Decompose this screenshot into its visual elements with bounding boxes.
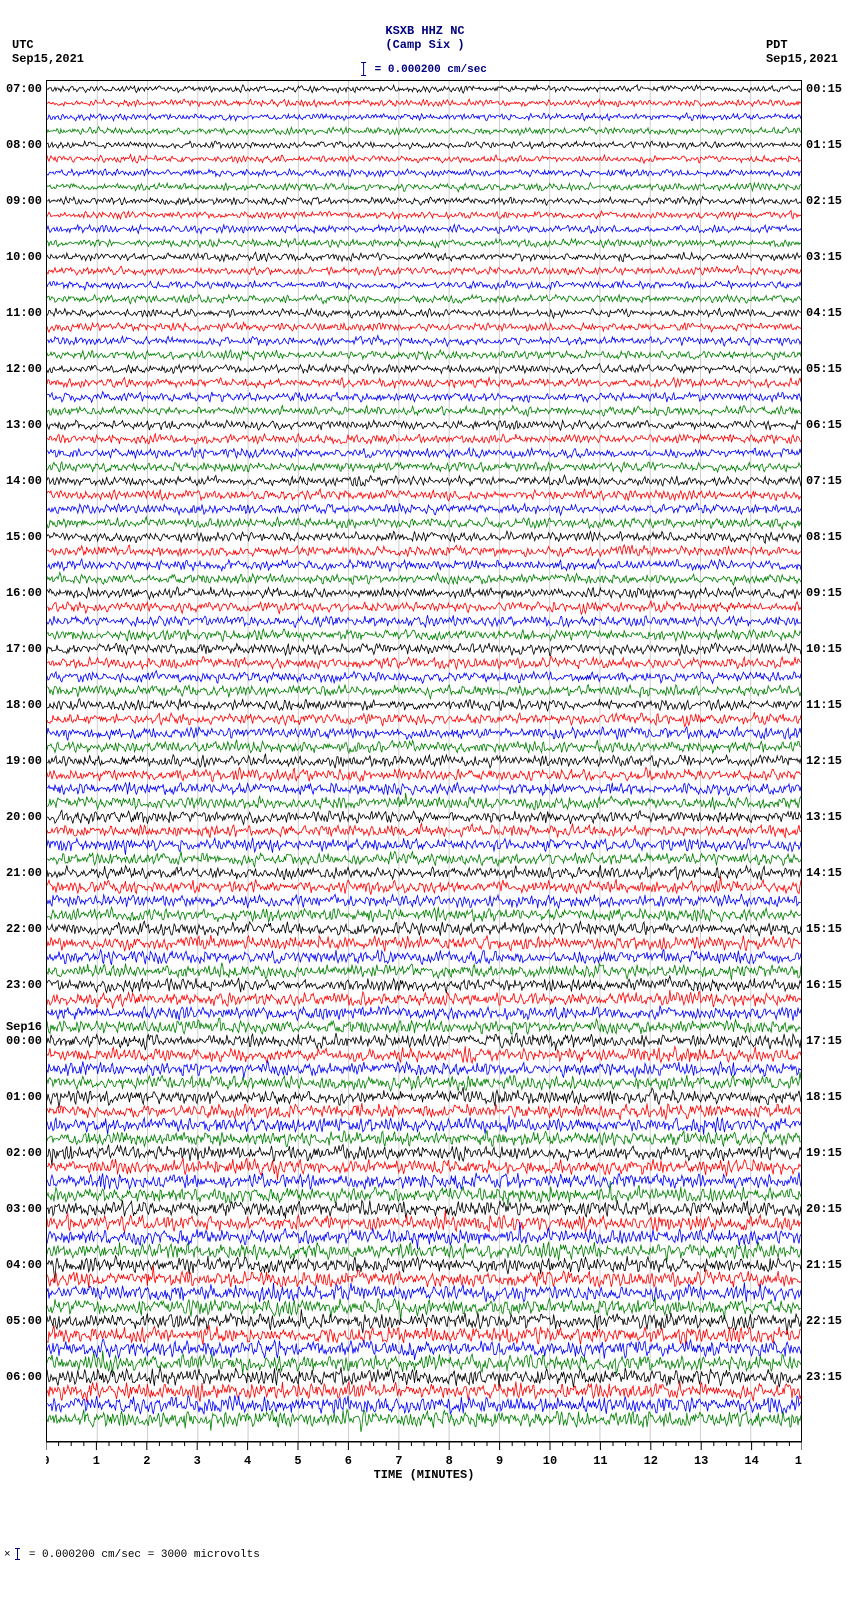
left-time-label: 13:00 bbox=[6, 418, 42, 432]
left-time-label: 21:00 bbox=[6, 866, 42, 880]
footer-scale: × = 0.000200 cm/sec = 3000 microvolts bbox=[4, 1548, 850, 1561]
left-time-label: 09:00 bbox=[6, 194, 42, 208]
left-time-label: 19:00 bbox=[6, 754, 42, 768]
station-code: KSXB HHZ NC bbox=[385, 24, 464, 38]
right-time-label: 17:15 bbox=[806, 1034, 842, 1048]
seismogram-svg bbox=[47, 81, 801, 1441]
left-time-label: 00:00 bbox=[6, 1034, 42, 1048]
footer-text: = 0.000200 cm/sec = 3000 microvolts bbox=[22, 1549, 260, 1561]
svg-text:10: 10 bbox=[543, 1454, 557, 1468]
right-time-label: 05:15 bbox=[806, 362, 842, 376]
seismogram-container: UTC Sep15,2021 KSXB HHZ NC (Camp Six ) P… bbox=[0, 0, 850, 1561]
right-time-label: 16:15 bbox=[806, 978, 842, 992]
svg-text:11: 11 bbox=[593, 1454, 607, 1468]
utc-block: UTC Sep15,2021 bbox=[12, 38, 84, 66]
title-block: KSXB HHZ NC (Camp Six ) bbox=[385, 24, 464, 52]
svg-text:3: 3 bbox=[194, 1454, 201, 1468]
right-time-label: 22:15 bbox=[806, 1314, 842, 1328]
svg-text:2: 2 bbox=[143, 1454, 150, 1468]
right-time-label: 08:15 bbox=[806, 530, 842, 544]
svg-text:14: 14 bbox=[744, 1454, 758, 1468]
seismogram-plot bbox=[46, 80, 802, 1442]
right-time-label: 14:15 bbox=[806, 866, 842, 880]
left-date-marker: Sep16 bbox=[6, 1020, 42, 1034]
x-axis: 0123456789101112131415 TIME (MINUTES) bbox=[46, 1442, 802, 1488]
left-time-label: 20:00 bbox=[6, 810, 42, 824]
right-time-label: 15:15 bbox=[806, 922, 842, 936]
svg-text:6: 6 bbox=[345, 1454, 352, 1468]
left-time-label: 16:00 bbox=[6, 586, 42, 600]
svg-text:5: 5 bbox=[294, 1454, 301, 1468]
right-time-label: 18:15 bbox=[806, 1090, 842, 1104]
svg-text:13: 13 bbox=[694, 1454, 708, 1468]
left-time-label: 18:00 bbox=[6, 698, 42, 712]
left-time-label: 04:00 bbox=[6, 1258, 42, 1272]
left-time-label: 08:00 bbox=[6, 138, 42, 152]
left-time-label: 10:00 bbox=[6, 250, 42, 264]
left-time-label: 01:00 bbox=[6, 1090, 42, 1104]
scale-text: = 0.000200 cm/sec bbox=[368, 64, 487, 76]
utc-date: Sep15,2021 bbox=[12, 52, 84, 66]
right-time-label: 19:15 bbox=[806, 1146, 842, 1160]
svg-text:12: 12 bbox=[644, 1454, 658, 1468]
footer-prefix: × bbox=[4, 1549, 11, 1561]
right-time-label: 12:15 bbox=[806, 754, 842, 768]
scale-indicator: = 0.000200 cm/sec bbox=[363, 62, 487, 76]
svg-text:9: 9 bbox=[496, 1454, 503, 1468]
svg-text:8: 8 bbox=[446, 1454, 453, 1468]
left-time-label: 14:00 bbox=[6, 474, 42, 488]
footer-scale-bar-icon bbox=[17, 1548, 18, 1560]
left-time-label: 03:00 bbox=[6, 1202, 42, 1216]
right-time-label: 20:15 bbox=[806, 1202, 842, 1216]
left-time-label: 07:00 bbox=[6, 82, 42, 96]
left-time-label: 12:00 bbox=[6, 362, 42, 376]
right-time-label: 04:15 bbox=[806, 306, 842, 320]
right-time-label: 09:15 bbox=[806, 586, 842, 600]
left-time-label: 06:00 bbox=[6, 1370, 42, 1384]
station-location: (Camp Six ) bbox=[385, 38, 464, 52]
right-time-label: 13:15 bbox=[806, 810, 842, 824]
left-time-label: 23:00 bbox=[6, 978, 42, 992]
right-time-label: 21:15 bbox=[806, 1258, 842, 1272]
left-time-label: 05:00 bbox=[6, 1314, 42, 1328]
svg-text:15: 15 bbox=[795, 1454, 802, 1468]
pdt-block: PDT Sep15,2021 bbox=[766, 38, 838, 66]
svg-text:7: 7 bbox=[395, 1454, 402, 1468]
svg-text:0: 0 bbox=[46, 1454, 50, 1468]
pdt-date: Sep15,2021 bbox=[766, 52, 838, 66]
left-time-label: 22:00 bbox=[6, 922, 42, 936]
left-time-label: 15:00 bbox=[6, 530, 42, 544]
x-axis-label: TIME (MINUTES) bbox=[374, 1468, 475, 1482]
right-time-label: 06:15 bbox=[806, 418, 842, 432]
scale-bar-icon bbox=[363, 62, 364, 76]
svg-text:4: 4 bbox=[244, 1454, 251, 1468]
right-time-label: 02:15 bbox=[806, 194, 842, 208]
right-time-label: 07:15 bbox=[806, 474, 842, 488]
right-time-label: 01:15 bbox=[806, 138, 842, 152]
svg-text:1: 1 bbox=[93, 1454, 100, 1468]
utc-label: UTC bbox=[12, 38, 84, 52]
left-time-label: 11:00 bbox=[6, 306, 42, 320]
right-time-label: 10:15 bbox=[806, 642, 842, 656]
right-time-label: 11:15 bbox=[806, 698, 842, 712]
left-time-label: 02:00 bbox=[6, 1146, 42, 1160]
right-time-label: 23:15 bbox=[806, 1370, 842, 1384]
pdt-label: PDT bbox=[766, 38, 838, 52]
right-time-label: 03:15 bbox=[806, 250, 842, 264]
header: UTC Sep15,2021 KSXB HHZ NC (Camp Six ) P… bbox=[0, 0, 850, 80]
left-time-label: 17:00 bbox=[6, 642, 42, 656]
right-time-label: 00:15 bbox=[806, 82, 842, 96]
